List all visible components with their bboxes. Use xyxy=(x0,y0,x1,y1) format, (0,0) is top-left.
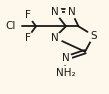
Text: NH₂: NH₂ xyxy=(56,68,75,78)
Text: N: N xyxy=(51,33,58,43)
Text: F: F xyxy=(25,33,31,43)
Text: N: N xyxy=(61,53,69,63)
Text: F: F xyxy=(25,10,31,20)
Text: S: S xyxy=(90,31,97,41)
Text: N: N xyxy=(67,7,75,17)
Text: Cl: Cl xyxy=(6,21,16,31)
Text: N: N xyxy=(51,7,58,17)
